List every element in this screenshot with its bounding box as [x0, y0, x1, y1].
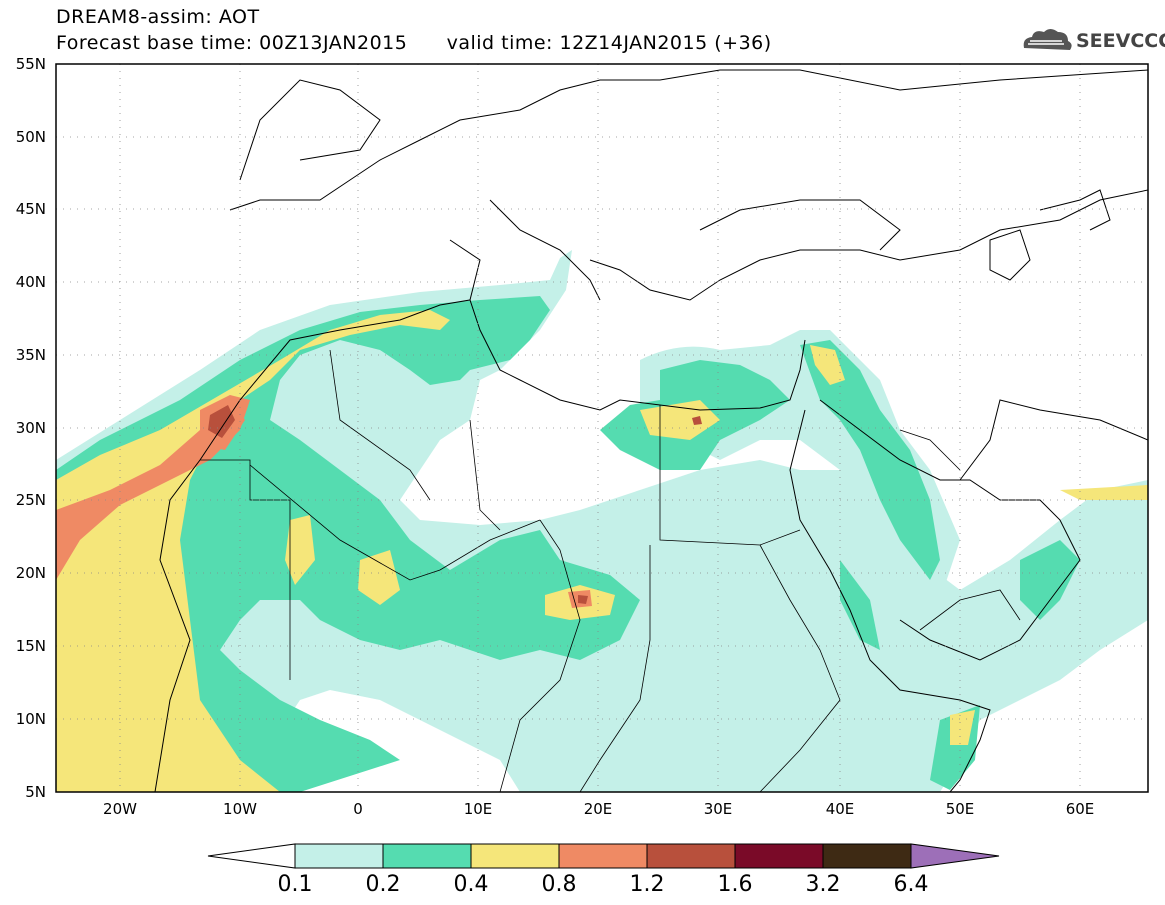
- lat-label: 45N: [15, 200, 46, 218]
- lat-label: 55N: [15, 55, 46, 73]
- lon-label: 60E: [1065, 800, 1095, 818]
- lon-label: 20W: [103, 800, 137, 818]
- country-borders: [200, 349, 1021, 792]
- lon-label: 10W: [223, 800, 257, 818]
- aot-contour-0.1: [56, 250, 1148, 792]
- lon-label: 30E: [703, 800, 733, 818]
- forecast-time-line: Forecast base time: 00Z13JAN2015 valid t…: [56, 32, 772, 54]
- coastlines: [154, 69, 1148, 792]
- lat-label: 10N: [15, 710, 46, 728]
- seevccc-cloud-logo-icon: [1023, 29, 1072, 50]
- lon-label: 20E: [583, 800, 613, 818]
- lat-label: 25N: [15, 491, 46, 509]
- map-frame: [55, 63, 1149, 793]
- legend-label: 0.2: [365, 872, 401, 897]
- legend-label: 0.8: [541, 872, 577, 897]
- legend-label: 1.6: [717, 872, 753, 897]
- legend-label: 0.1: [277, 872, 313, 897]
- lat-label: 20N: [15, 564, 46, 582]
- grid-lines: [56, 64, 1148, 792]
- lon-label: 40E: [825, 800, 855, 818]
- logo-text: SEEVCCC: [1076, 30, 1165, 52]
- legend-label: 6.4: [893, 872, 929, 897]
- legend-label: 1.2: [629, 872, 665, 897]
- lat-label: 5N: [25, 783, 46, 801]
- map-title: DREAM8-assim: AOT: [56, 6, 260, 28]
- legend-label: 3.2: [805, 872, 841, 897]
- legend-label: 0.4: [453, 872, 489, 897]
- lon-label: 0: [353, 800, 363, 818]
- lat-label: 15N: [15, 637, 46, 655]
- aot-contour-1.2: [208, 405, 235, 438]
- lat-label: 35N: [15, 346, 46, 364]
- aot-contour-0.4: [56, 310, 450, 792]
- lat-label: 30N: [15, 419, 46, 437]
- lat-label: 50N: [15, 128, 46, 146]
- lon-label: 50E: [945, 800, 975, 818]
- lon-label: 10E: [463, 800, 493, 818]
- lat-label: 40N: [15, 273, 46, 291]
